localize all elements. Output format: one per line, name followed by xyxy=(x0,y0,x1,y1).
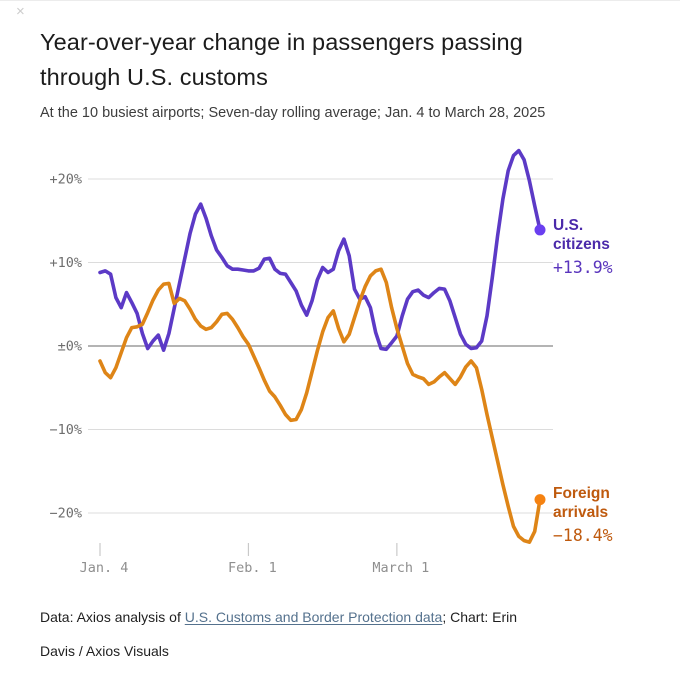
x-tick-label: March 1 xyxy=(372,560,429,576)
legend-foreign-arrivals-value: −18.4% xyxy=(553,526,613,545)
source-credit-suffix: ; Chart: Erin xyxy=(442,609,518,625)
endpoint-dot-u-s-citizens xyxy=(534,224,546,236)
page-title-line2: through U.S. customs xyxy=(40,64,268,90)
line-u-s-citizens xyxy=(98,148,542,352)
page-title-line1: Year-over-year change in passengers pass… xyxy=(40,29,523,55)
y-tick-label: −20% xyxy=(49,506,82,522)
source-credit: Data: Axios analysis of U.S. Customs and… xyxy=(40,600,660,668)
x-tick-label: Jan. 4 xyxy=(80,560,129,576)
x-tick-label: Feb. 1 xyxy=(228,560,277,576)
legend-foreign-arrivals: Foreign arrivals −18.4% xyxy=(553,484,680,545)
chart-subtitle: At the 10 busiest airports; Seven-day ro… xyxy=(40,105,546,121)
close-icon[interactable]: × xyxy=(16,3,25,20)
legend-us-citizens-value: +13.9% xyxy=(553,258,613,277)
legend-foreign-arrivals-label: Foreign arrivals xyxy=(553,485,610,521)
source-credit-line2: Davis / Axios Visuals xyxy=(40,643,169,659)
legend-us-citizens: U.S. citizens +13.9% xyxy=(553,216,680,277)
source-credit-line1: Data: Axios analysis of U.S. Customs and… xyxy=(40,600,660,634)
page-title: Year-over-year change in passengers pass… xyxy=(40,25,630,95)
y-tick-label: −10% xyxy=(49,422,82,438)
chart-canvas: +20% +10% ±0% −10% −20% Jan. 4 Feb. 1 March 1 xyxy=(49,148,553,576)
legend-us-citizens-label: U.S. citizens xyxy=(553,217,610,253)
y-tick-label: +10% xyxy=(49,255,82,271)
endpoint-dot-foreign-arrivals xyxy=(534,494,546,506)
y-tick-label: ±0% xyxy=(58,339,82,355)
source-credit-prefix: Data: Axios analysis of xyxy=(40,609,185,625)
y-tick-label: +20% xyxy=(49,172,82,188)
line-foreign-arrivals xyxy=(98,267,542,544)
source-link[interactable]: U.S. Customs and Border Protection data xyxy=(184,609,443,625)
